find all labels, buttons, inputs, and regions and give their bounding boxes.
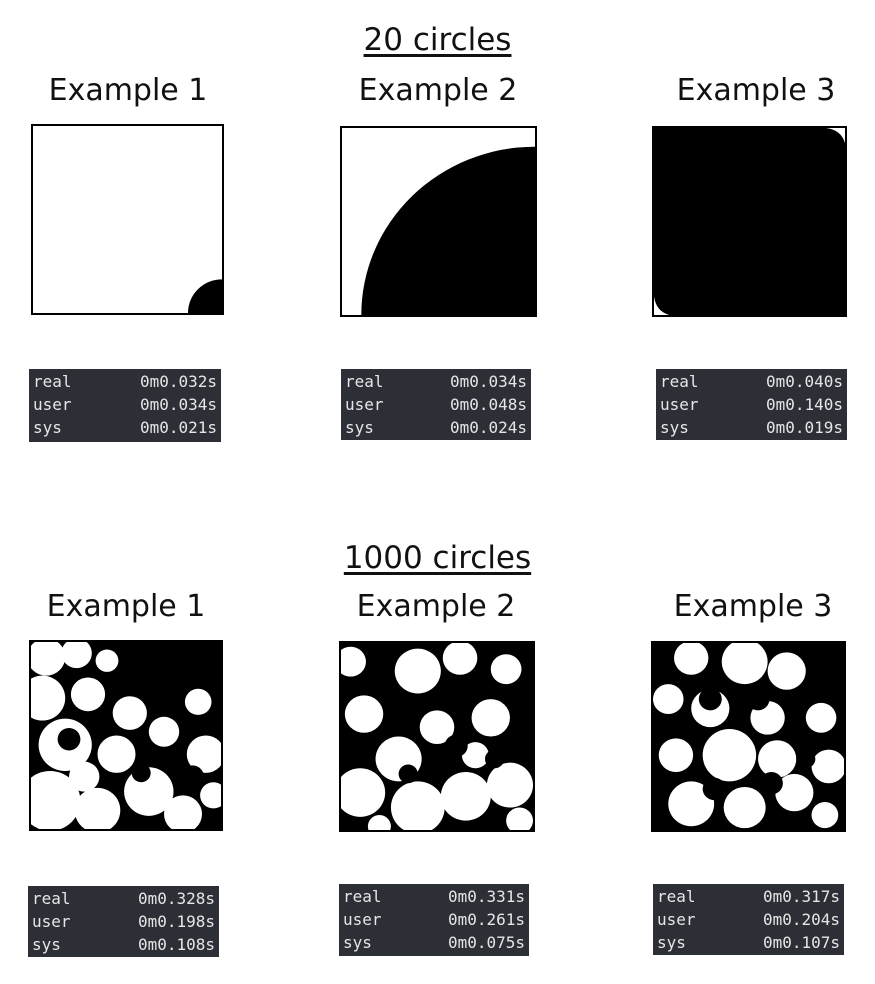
timing-label: user bbox=[660, 395, 699, 414]
timing-label: sys bbox=[32, 935, 61, 954]
timing-value: 0m0.331s bbox=[447, 887, 525, 906]
section-heading-20-circles: 20 circles bbox=[363, 22, 512, 58]
timing-output: real 0m0.328s user 0m0.198s sys 0m0.108s bbox=[28, 886, 219, 957]
example-title: Example 2 bbox=[356, 589, 516, 624]
timing-output: real 0m0.032s user 0m0.034s sys 0m0.021s bbox=[29, 369, 221, 442]
timing-value: 0m0.075s bbox=[447, 933, 525, 952]
render-panel-20-ex2 bbox=[340, 126, 537, 317]
timing-label: real bbox=[657, 887, 696, 906]
timing-value: 0m0.204s bbox=[762, 910, 840, 929]
timing-value: 0m0.040s bbox=[765, 372, 843, 391]
timing-label: user bbox=[33, 395, 72, 414]
timing-value: 0m0.032s bbox=[139, 372, 217, 391]
example-title: Example 3 bbox=[673, 589, 833, 624]
timing-label: user bbox=[345, 395, 384, 414]
timing-label: real bbox=[660, 372, 699, 391]
timing-label: real bbox=[343, 887, 382, 906]
timing-label: sys bbox=[33, 418, 62, 437]
section-heading-1000-circles: 1000 circles bbox=[343, 540, 532, 576]
timing-value: 0m0.107s bbox=[762, 933, 840, 952]
timing-value: 0m0.317s bbox=[762, 887, 840, 906]
example-title: Example 1 bbox=[48, 73, 208, 108]
timing-label: real bbox=[33, 372, 72, 391]
timing-value: 0m0.261s bbox=[447, 910, 525, 929]
timing-value: 0m0.328s bbox=[137, 889, 215, 908]
timing-label: sys bbox=[343, 933, 372, 952]
example-title: Example 1 bbox=[46, 589, 206, 624]
timing-output: real 0m0.331s user 0m0.261s sys 0m0.075s bbox=[339, 884, 529, 956]
timing-label: real bbox=[345, 372, 384, 391]
timing-value: 0m0.198s bbox=[137, 912, 215, 931]
timing-value: 0m0.024s bbox=[449, 418, 527, 437]
timing-value: 0m0.140s bbox=[765, 395, 843, 414]
timing-value: 0m0.034s bbox=[449, 372, 527, 391]
render-panel-20-ex1 bbox=[31, 124, 224, 315]
example-title: Example 2 bbox=[358, 73, 518, 108]
example-title: Example 3 bbox=[676, 73, 836, 108]
timing-value: 0m0.019s bbox=[765, 418, 843, 437]
render-panel-1000-ex2 bbox=[339, 641, 535, 832]
timing-value: 0m0.108s bbox=[137, 935, 215, 954]
render-panel-1000-ex3 bbox=[651, 641, 846, 832]
timing-label: user bbox=[657, 910, 696, 929]
render-panel-20-ex3 bbox=[652, 126, 847, 317]
timing-label: real bbox=[32, 889, 71, 908]
timing-output: real 0m0.034s user 0m0.048s sys 0m0.024s bbox=[341, 369, 531, 440]
timing-value: 0m0.021s bbox=[139, 418, 217, 437]
render-panel-1000-ex1 bbox=[29, 640, 223, 831]
timing-value: 0m0.034s bbox=[139, 395, 217, 414]
timing-label: user bbox=[32, 912, 71, 931]
timing-output: real 0m0.317s user 0m0.204s sys 0m0.107s bbox=[653, 884, 844, 955]
timing-label: sys bbox=[660, 418, 689, 437]
timing-label: user bbox=[343, 910, 382, 929]
timing-value: 0m0.048s bbox=[449, 395, 527, 414]
timing-label: sys bbox=[657, 933, 686, 952]
timing-output: real 0m0.040s user 0m0.140s sys 0m0.019s bbox=[656, 369, 847, 440]
timing-label: sys bbox=[345, 418, 374, 437]
